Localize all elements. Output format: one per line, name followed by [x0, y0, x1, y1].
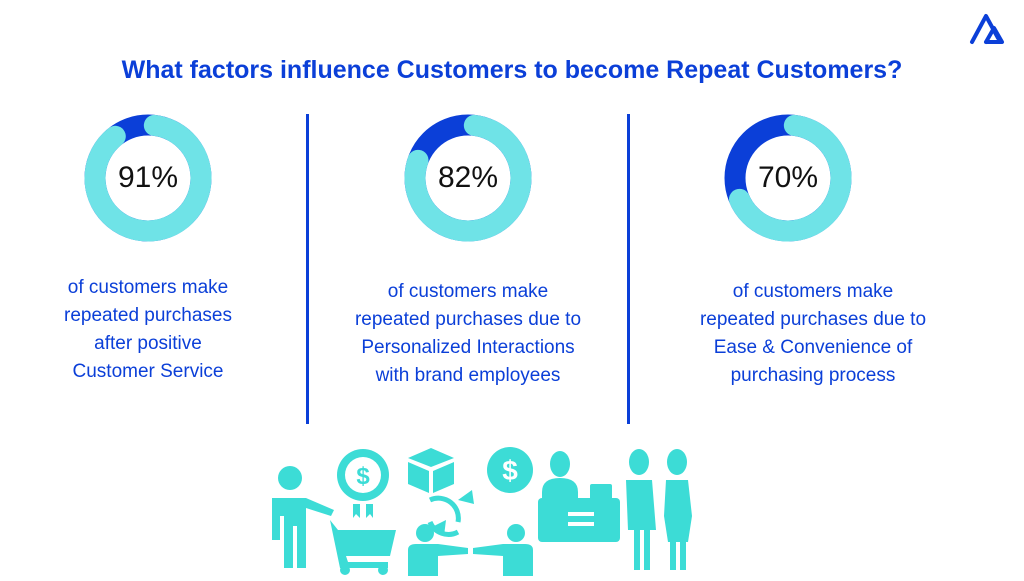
- handshake-people-icon: [408, 524, 533, 576]
- description-2: of customers make repeated purchases due…: [308, 278, 628, 390]
- description-line: of customers make: [387, 281, 549, 302]
- donut-ring: [84, 114, 212, 242]
- arrow-heads: [430, 490, 474, 536]
- donut-chart-1: 91%: [83, 113, 213, 243]
- description-1: of customers make repeated purchases aft…: [0, 274, 308, 386]
- dollar-coin-icon: $: [487, 447, 533, 493]
- percent-label: 82%: [437, 161, 499, 194]
- donut-chart-2: 82%: [403, 113, 533, 243]
- description-line: Customer Service: [72, 361, 224, 382]
- illustration: $ $: [250, 440, 710, 581]
- customers-icon: [626, 449, 692, 570]
- box-icon: [408, 448, 454, 493]
- divider: [627, 114, 630, 424]
- description-line: purchasing process: [730, 365, 896, 386]
- description-line: of customers make: [732, 281, 894, 302]
- description-3: of customers make repeated purchases due…: [653, 278, 973, 390]
- description-line: after positive: [94, 333, 202, 354]
- percent-label: 70%: [757, 161, 819, 194]
- donut-ring: [404, 114, 532, 242]
- donut-value-arc: [84, 114, 212, 242]
- donut-chart-3: 70%: [723, 113, 853, 243]
- description-line: Ease & Convenience of: [713, 337, 913, 358]
- description-line: with brand employees: [375, 365, 561, 386]
- dollar-badge-icon: $: [337, 449, 389, 518]
- donut-value-arc: [728, 114, 852, 242]
- divider: [306, 114, 309, 424]
- donut-value-arc: [404, 114, 532, 242]
- percent-label: 91%: [117, 161, 179, 194]
- svg-text:$: $: [356, 463, 370, 490]
- description-line: repeated purchases: [64, 305, 232, 326]
- description-line: Personalized Interactions: [361, 337, 575, 358]
- page-title: What factors influence Customers to beco…: [121, 56, 903, 84]
- description-line: of customers make: [67, 277, 229, 298]
- cashier-counter-icon: [538, 451, 620, 542]
- logo-icon: [968, 10, 1014, 51]
- donut-ring: [724, 114, 852, 242]
- description-line: repeated purchases due to: [699, 309, 927, 330]
- description-line: repeated purchases due to: [354, 309, 582, 330]
- svg-text:$: $: [502, 455, 518, 486]
- shopper-cart-icon: [272, 466, 396, 575]
